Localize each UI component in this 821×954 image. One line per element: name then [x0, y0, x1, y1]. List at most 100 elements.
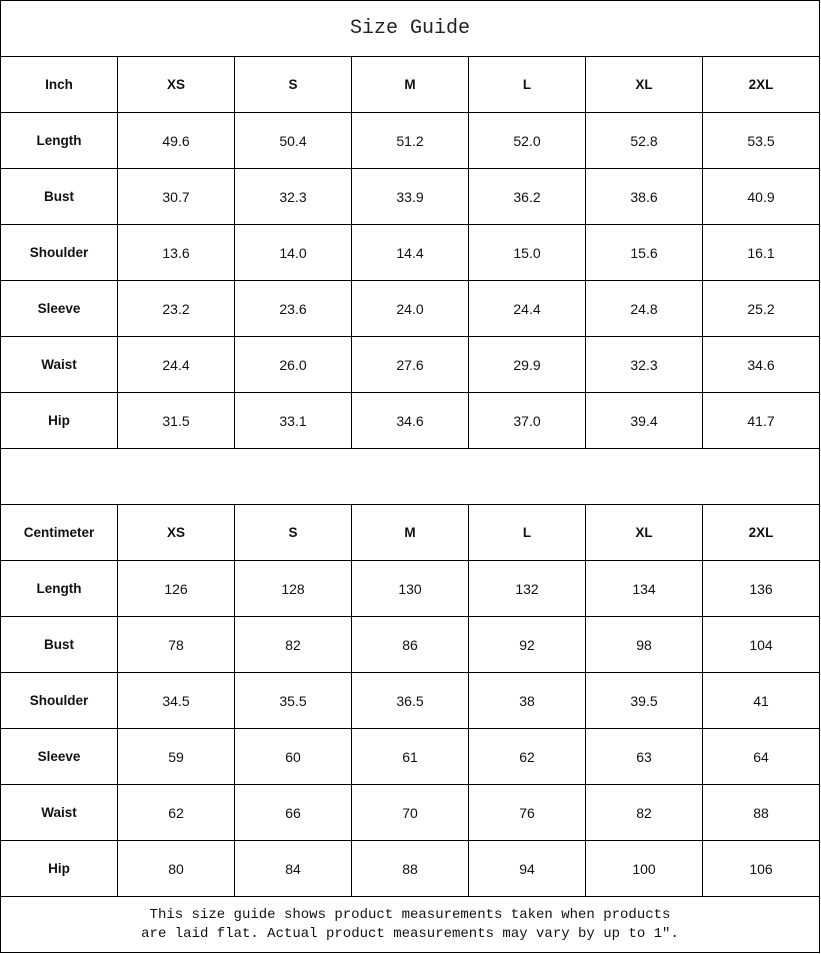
title-row: Size Guide	[0, 0, 820, 57]
measurement-cell: 27.6	[351, 336, 469, 393]
footer-note: This size guide shows product measuremen…	[0, 896, 820, 953]
measurement-cell: 84	[234, 840, 352, 897]
measurement-cell: 88	[702, 784, 820, 841]
spacer-cell	[0, 448, 820, 505]
size-header-s: S	[234, 504, 352, 561]
measurement-cell: 62	[117, 784, 235, 841]
measurement-cell: 32.3	[585, 336, 703, 393]
inch-unit-label: Inch	[0, 56, 118, 113]
measurement-cell: 38	[468, 672, 586, 729]
table-row: Shoulder 34.5 35.5 36.5 38 39.5 41	[0, 672, 820, 729]
table-row: Bust 30.7 32.3 33.9 36.2 38.6 40.9	[0, 168, 820, 225]
footer-note-line1: This size guide shows product measuremen…	[149, 906, 671, 923]
measurement-cell: 37.0	[468, 392, 586, 449]
measurement-cell: 23.6	[234, 280, 352, 337]
measurement-cell: 100	[585, 840, 703, 897]
measurement-cell: 39.4	[585, 392, 703, 449]
measurement-cell: 50.4	[234, 112, 352, 169]
row-label: Hip	[0, 840, 118, 897]
measurement-cell: 86	[351, 616, 469, 673]
measurement-cell: 70	[351, 784, 469, 841]
measurement-cell: 34.6	[702, 336, 820, 393]
measurement-cell: 24.4	[468, 280, 586, 337]
measurement-cell: 53.5	[702, 112, 820, 169]
table-row: Sleeve 23.2 23.6 24.0 24.4 24.8 25.2	[0, 280, 820, 337]
measurement-cell: 59	[117, 728, 235, 785]
measurement-cell: 25.2	[702, 280, 820, 337]
measurement-cell: 24.0	[351, 280, 469, 337]
size-header-xl: XL	[585, 504, 703, 561]
measurement-cell: 60	[234, 728, 352, 785]
size-header-m: M	[351, 504, 469, 561]
size-header-m: M	[351, 56, 469, 113]
row-label: Hip	[0, 392, 118, 449]
measurement-cell: 30.7	[117, 168, 235, 225]
row-label: Length	[0, 560, 118, 617]
size-header-2xl: 2XL	[702, 56, 820, 113]
measurement-cell: 126	[117, 560, 235, 617]
size-header-xs: XS	[117, 504, 235, 561]
measurement-cell: 38.6	[585, 168, 703, 225]
measurement-cell: 66	[234, 784, 352, 841]
measurement-cell: 36.2	[468, 168, 586, 225]
measurement-cell: 61	[351, 728, 469, 785]
footer-row: This size guide shows product measuremen…	[0, 896, 820, 953]
measurement-cell: 31.5	[117, 392, 235, 449]
size-header-2xl: 2XL	[702, 504, 820, 561]
row-label: Waist	[0, 336, 118, 393]
measurement-cell: 63	[585, 728, 703, 785]
measurement-cell: 106	[702, 840, 820, 897]
table-row: Bust 78 82 86 92 98 104	[0, 616, 820, 673]
measurement-cell: 98	[585, 616, 703, 673]
cm-unit-label: Centimeter	[0, 504, 118, 561]
measurement-cell: 41	[702, 672, 820, 729]
measurement-cell: 23.2	[117, 280, 235, 337]
measurement-cell: 51.2	[351, 112, 469, 169]
measurement-cell: 88	[351, 840, 469, 897]
table-row: Length 126 128 130 132 134 136	[0, 560, 820, 617]
measurement-cell: 78	[117, 616, 235, 673]
measurement-cell: 52.8	[585, 112, 703, 169]
measurement-cell: 82	[234, 616, 352, 673]
row-label: Waist	[0, 784, 118, 841]
measurement-cell: 26.0	[234, 336, 352, 393]
table-row: Hip 31.5 33.1 34.6 37.0 39.4 41.7	[0, 392, 820, 449]
measurement-cell: 130	[351, 560, 469, 617]
row-label: Shoulder	[0, 672, 118, 729]
measurement-cell: 62	[468, 728, 586, 785]
measurement-cell: 33.1	[234, 392, 352, 449]
measurement-cell: 92	[468, 616, 586, 673]
table-row: Waist 62 66 70 76 82 88	[0, 784, 820, 841]
inch-header-row: Inch XS S M L XL 2XL	[0, 56, 820, 113]
measurement-cell: 16.1	[702, 224, 820, 281]
measurement-cell: 15.0	[468, 224, 586, 281]
size-header-s: S	[234, 56, 352, 113]
table-row: Sleeve 59 60 61 62 63 64	[0, 728, 820, 785]
size-header-l: L	[468, 56, 586, 113]
measurement-cell: 128	[234, 560, 352, 617]
row-label: Length	[0, 112, 118, 169]
row-label: Sleeve	[0, 728, 118, 785]
measurement-cell: 49.6	[117, 112, 235, 169]
measurement-cell: 13.6	[117, 224, 235, 281]
size-header-xs: XS	[117, 56, 235, 113]
size-header-xl: XL	[585, 56, 703, 113]
measurement-cell: 14.4	[351, 224, 469, 281]
measurement-cell: 39.5	[585, 672, 703, 729]
spacer-row	[0, 448, 820, 505]
table-row: Shoulder 13.6 14.0 14.4 15.0 15.6 16.1	[0, 224, 820, 281]
row-label: Bust	[0, 168, 118, 225]
measurement-cell: 33.9	[351, 168, 469, 225]
measurement-cell: 94	[468, 840, 586, 897]
measurement-cell: 80	[117, 840, 235, 897]
measurement-cell: 82	[585, 784, 703, 841]
page-title: Size Guide	[0, 0, 820, 57]
measurement-cell: 64	[702, 728, 820, 785]
table-row: Hip 80 84 88 94 100 106	[0, 840, 820, 897]
cm-header-row: Centimeter XS S M L XL 2XL	[0, 504, 820, 561]
table-row: Length 49.6 50.4 51.2 52.0 52.8 53.5	[0, 112, 820, 169]
size-header-l: L	[468, 504, 586, 561]
measurement-cell: 35.5	[234, 672, 352, 729]
measurement-cell: 134	[585, 560, 703, 617]
measurement-cell: 24.4	[117, 336, 235, 393]
